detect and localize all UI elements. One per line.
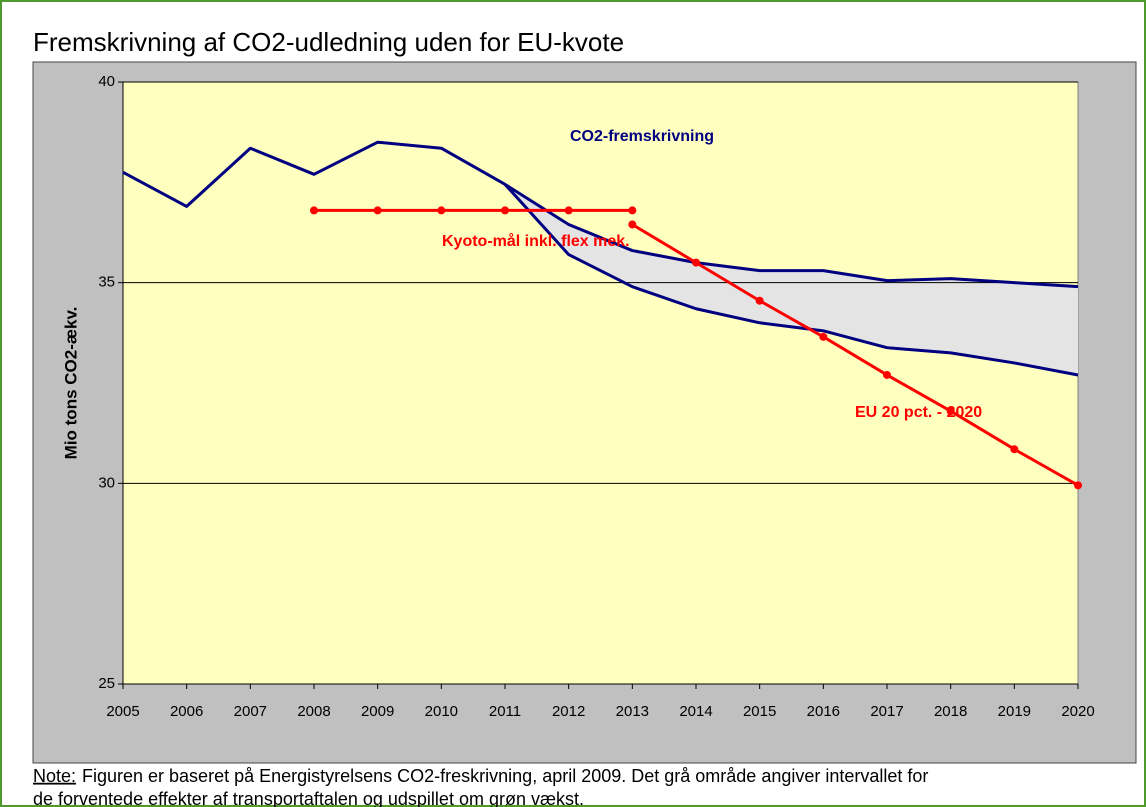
x-tick-label: 2006 — [170, 703, 203, 720]
point — [564, 206, 573, 215]
point — [692, 258, 700, 267]
x-tick-label: 2017 — [870, 703, 903, 720]
point — [819, 332, 828, 341]
point — [628, 220, 637, 229]
x-tick-label: 2009 — [361, 703, 394, 720]
point — [628, 206, 637, 215]
note-label: Note: — [33, 766, 76, 786]
series-line — [122, 140, 1079, 289]
x-tick-label: 2008 — [297, 703, 330, 720]
point — [437, 206, 446, 215]
series-label: CO2-fremskrivning — [570, 128, 714, 145]
x-tick-label: 2020 — [1061, 703, 1094, 720]
x-tick-label: 2014 — [679, 703, 712, 720]
series-line — [631, 223, 1079, 487]
point — [501, 206, 509, 215]
y-tick-label: 35 — [98, 274, 115, 291]
series-line — [503, 183, 1079, 377]
x-tick-label: 2007 — [234, 703, 267, 720]
x-tick-label: 2018 — [934, 703, 967, 720]
y-axis-label: Mio tons CO2-ækv. — [61, 307, 80, 460]
x-tick-label: 2010 — [425, 703, 458, 720]
point — [373, 206, 382, 215]
y-tick-label: 30 — [98, 474, 115, 491]
point — [755, 296, 764, 305]
x-tick-label: 2012 — [552, 703, 585, 720]
chart-title: Fremskrivning af CO2-udledning uden for … — [33, 27, 624, 57]
point — [1074, 481, 1082, 490]
series-label: Kyoto-mål inkl. flex mek. — [442, 232, 630, 250]
plot-area — [122, 81, 1079, 685]
point — [1010, 445, 1019, 454]
range-band — [505, 184, 1078, 375]
x-tick-label: 2019 — [998, 703, 1031, 720]
note-text: Figuren er baseret på Energistyrelsens C… — [82, 766, 928, 786]
series-label: EU 20 pct. - 2020 — [855, 404, 982, 421]
point — [310, 206, 318, 215]
x-tick-label: 2015 — [743, 703, 776, 720]
x-tick-label: 2016 — [807, 703, 840, 720]
point — [946, 407, 955, 416]
x-tick-label: 2013 — [616, 703, 649, 720]
x-tick-label: 2005 — [106, 703, 139, 720]
y-tick-label: 25 — [98, 675, 115, 692]
x-tick-label: 2011 — [489, 703, 521, 720]
note-text: de forventede effekter af transportaftal… — [33, 789, 584, 807]
point — [883, 370, 891, 379]
y-tick-label: 40 — [98, 73, 115, 90]
